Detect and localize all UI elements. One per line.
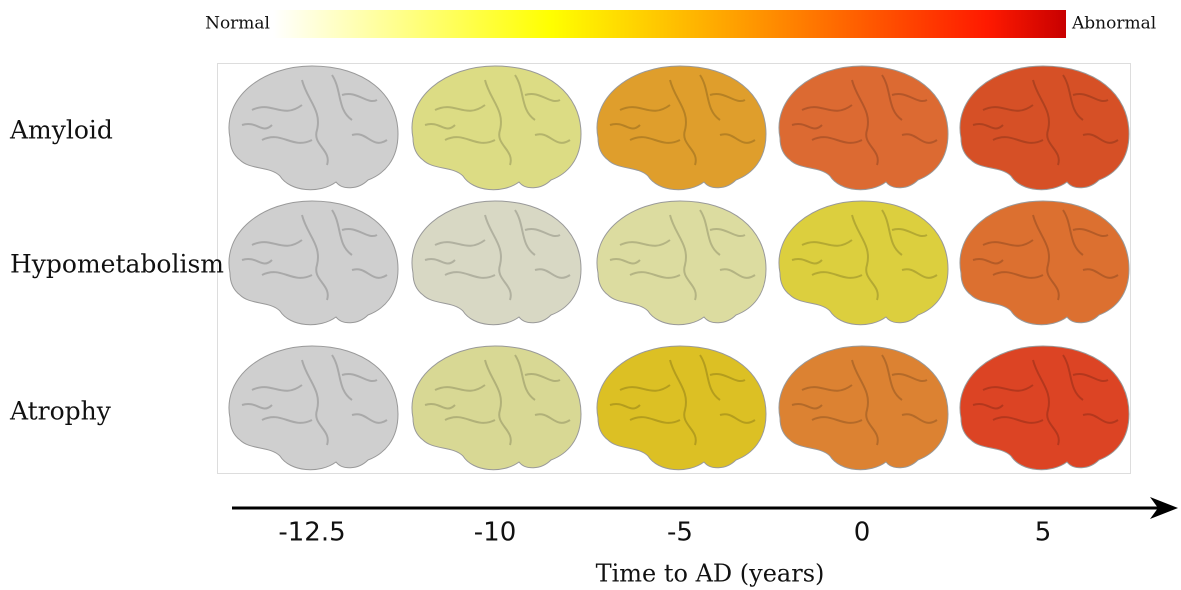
brain-surface	[596, 345, 767, 471]
brain	[778, 345, 949, 471]
brain	[596, 345, 767, 471]
brain	[411, 200, 582, 326]
brain	[778, 65, 949, 191]
brain-gyri	[241, 209, 388, 301]
brain	[228, 345, 399, 471]
brain-surface	[959, 200, 1130, 326]
brain-gyri	[241, 74, 388, 166]
time-tick-label: -12.5	[278, 518, 345, 548]
colorbar-high-label: Abnormal	[1071, 14, 1156, 34]
brain-surface	[778, 345, 949, 471]
brain-gyri	[241, 354, 388, 446]
brain-gyri	[791, 354, 938, 446]
brain	[411, 345, 582, 471]
brain-gyri	[609, 74, 756, 166]
brain-surface	[959, 345, 1130, 471]
brain-gyri	[972, 354, 1119, 446]
brain-gyri	[609, 354, 756, 446]
brain-gyri	[791, 74, 938, 166]
time-tick-label: -10	[474, 518, 516, 548]
brain-surface	[778, 65, 949, 191]
brain-surface	[411, 200, 582, 326]
brain-surface	[778, 200, 949, 326]
brain-gyri	[609, 209, 756, 301]
brain	[959, 345, 1130, 471]
brain	[959, 200, 1130, 326]
brain-gyri	[791, 209, 938, 301]
panel-frame	[217, 63, 1131, 474]
brain	[228, 200, 399, 326]
brain-grid	[228, 65, 1130, 471]
brain	[959, 65, 1130, 191]
brain	[778, 200, 949, 326]
brain-gyri	[424, 74, 571, 166]
colorbar	[273, 10, 1066, 38]
brain-surface	[411, 65, 582, 191]
brain-surface	[228, 200, 399, 326]
axis-title: Time to AD (years)	[596, 560, 825, 588]
brain-gyri	[972, 74, 1119, 166]
brain-surface	[228, 65, 399, 191]
brain-surface	[596, 200, 767, 326]
time-tick-label: 0	[854, 518, 871, 548]
brain-gyri	[424, 209, 571, 301]
colorbar-low-label: Normal	[205, 14, 270, 34]
time-tick-label: 5	[1035, 518, 1052, 548]
arrow-head	[1150, 497, 1178, 519]
brain-gyri	[972, 209, 1119, 301]
row-label: Atrophy	[9, 397, 112, 426]
brain-gyri	[424, 354, 571, 446]
brain-surface	[959, 65, 1130, 191]
row-label: Amyloid	[9, 116, 113, 145]
brain-surface	[411, 345, 582, 471]
brain-surface	[228, 345, 399, 471]
brain	[596, 65, 767, 191]
brain	[596, 200, 767, 326]
time-tick-label: -5	[667, 518, 693, 548]
brain	[228, 65, 399, 191]
brain-surface	[596, 65, 767, 191]
row-label: Hypometabolism	[10, 250, 224, 279]
brain	[411, 65, 582, 191]
